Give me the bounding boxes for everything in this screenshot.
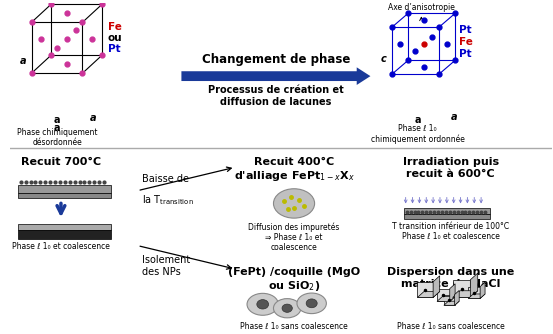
Text: (FePt) /coquille (MgO
ou SiO$_2$): (FePt) /coquille (MgO ou SiO$_2$) [228, 267, 360, 293]
Ellipse shape [282, 304, 293, 312]
FancyBboxPatch shape [404, 208, 490, 214]
Polygon shape [453, 280, 470, 298]
Ellipse shape [257, 300, 269, 309]
Polygon shape [433, 276, 440, 298]
Polygon shape [468, 294, 485, 299]
Text: Processus de création et
diffusion de lacunes: Processus de création et diffusion de la… [208, 85, 344, 107]
FancyBboxPatch shape [18, 224, 111, 230]
Polygon shape [444, 301, 459, 305]
Polygon shape [437, 297, 455, 301]
FancyBboxPatch shape [18, 185, 111, 193]
Polygon shape [437, 289, 450, 301]
Text: a: a [54, 123, 60, 133]
Text: Recuit 400°C
d'alliage FePt$_{1-x}$X$_x$: Recuit 400°C d'alliage FePt$_{1-x}$X$_x$ [234, 157, 354, 183]
Text: Fe: Fe [108, 22, 122, 32]
Polygon shape [453, 291, 478, 298]
Text: a: a [450, 112, 457, 122]
Text: T transition inférieur de 100°C
Phase ℓ 1₀ et coalescence: T transition inférieur de 100°C Phase ℓ … [392, 222, 509, 241]
Polygon shape [455, 291, 459, 305]
Text: Fe: Fe [458, 37, 472, 47]
Text: Phase chimiquement
désordonnée: Phase chimiquement désordonnée [17, 128, 97, 147]
FancyBboxPatch shape [18, 230, 111, 239]
Text: Changement de phase: Changement de phase [202, 53, 350, 66]
Text: Recuit 700°C: Recuit 700°C [21, 157, 101, 167]
Ellipse shape [306, 299, 317, 308]
Polygon shape [450, 284, 455, 301]
Polygon shape [468, 287, 480, 299]
Polygon shape [480, 282, 485, 299]
Polygon shape [418, 292, 440, 298]
Ellipse shape [274, 299, 301, 318]
Text: Phase ℓ 1₀ sans coalescence: Phase ℓ 1₀ sans coalescence [397, 322, 504, 331]
FancyBboxPatch shape [18, 193, 111, 198]
Polygon shape [444, 295, 455, 305]
Text: a: a [54, 115, 60, 125]
Polygon shape [470, 273, 478, 298]
Text: Pt: Pt [458, 49, 471, 58]
Text: Irradiation puis
recuit à 600°C: Irradiation puis recuit à 600°C [403, 157, 499, 179]
Text: Axe d’anisotropie: Axe d’anisotropie [388, 3, 455, 12]
Ellipse shape [297, 293, 326, 314]
Text: Phase ℓ 1₀ sans coalescence: Phase ℓ 1₀ sans coalescence [240, 322, 348, 331]
Text: a: a [414, 115, 421, 125]
Text: Isolement
des NPs: Isolement des NPs [142, 256, 190, 277]
Text: Diffusion des impuretés
⇒ Phase ℓ 1₀ et
coalescence: Diffusion des impuretés ⇒ Phase ℓ 1₀ et … [248, 222, 340, 253]
Text: la T$_{\mathregular{transition}}$: la T$_{\mathregular{transition}}$ [142, 194, 194, 207]
Text: Phase ℓ 1₀
chimiquement ordonnée: Phase ℓ 1₀ chimiquement ordonnée [371, 124, 465, 144]
Polygon shape [418, 282, 433, 298]
Ellipse shape [274, 189, 315, 218]
Text: a: a [19, 56, 26, 66]
Text: Baisse de: Baisse de [142, 174, 189, 184]
Ellipse shape [247, 293, 278, 315]
Text: Pt: Pt [108, 44, 121, 54]
Polygon shape [181, 67, 371, 85]
FancyBboxPatch shape [404, 214, 490, 219]
Text: Pt: Pt [458, 25, 471, 35]
Text: Dispersion dans une
matrice de NaCl: Dispersion dans une matrice de NaCl [387, 267, 514, 289]
Text: ou: ou [108, 33, 123, 43]
Text: Phase ℓ 1₀ et coalescence: Phase ℓ 1₀ et coalescence [12, 241, 110, 250]
Text: c: c [380, 54, 386, 64]
Text: a: a [90, 113, 97, 123]
